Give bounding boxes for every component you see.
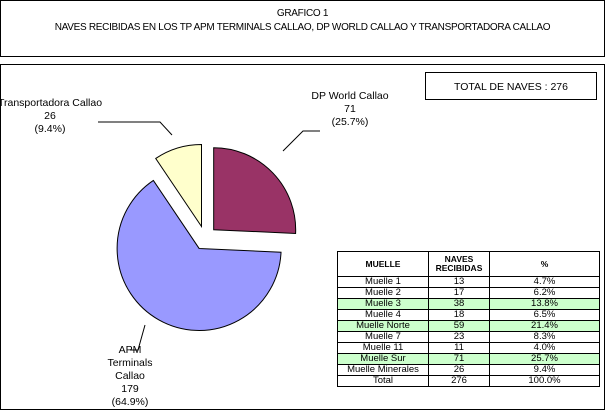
table-cell: 100.0% [489,375,600,387]
table-cell: Muelle 1 [337,276,429,288]
value-label: 179 [121,383,139,395]
table-row: Total 276 100.0% [337,375,600,387]
value-label: 26 [44,110,56,122]
table-cell: 25.7% [489,353,600,365]
table-cell: 38 [428,298,490,310]
table-row: Muelle Minerales 26 9.4% [337,364,600,376]
data-label: APM Terminals Callao 179 (64.9%) [95,344,165,409]
percent-label: (64.9%) [111,396,149,408]
table-cell: Muelle Minerales [337,364,429,376]
data-label: Transportadora Callao 26 (9.4%) [0,97,105,136]
leader-line [98,121,173,136]
table-row: Muelle 7 23 8.3% [337,331,600,343]
chart-title: GRAFICO 1 [276,8,329,19]
leader-line [282,130,320,152]
data-label: DP World Callao 71 (25.7%) [295,90,405,129]
table-row: Muelle Norte 59 21.4% [337,320,600,332]
table-cell: 13 [428,276,490,288]
table-cell: 6.5% [489,309,600,321]
pie-slice [213,147,297,234]
table-cell: 71 [428,353,490,365]
table-cell: 6.2% [489,287,600,299]
table-cell: Muelle 7 [337,331,429,343]
table-row: Muelle 3 38 13.8% [337,298,600,310]
table-cell: 13.8% [489,298,600,310]
table: MUELLE NAVES RECIBIDAS% Muelle 1 13 4.7% Muel… [337,251,600,387]
leader-line [130,324,146,351]
category-label: DP World Callao [311,90,389,102]
table-row: Muelle 1 13 4.7% [337,276,600,288]
table-cell: 17 [428,287,490,299]
table-cell: 23 [428,331,490,343]
table-cell: Muelle 11 [337,342,429,354]
pie-slice [116,179,282,331]
pie [116,144,297,331]
table-cell: 59 [428,320,490,332]
table-row: Muelle 4 18 6.5% [337,309,600,321]
table-cell: 8.3% [489,331,600,343]
table-cell: 18 [428,309,490,321]
table-row: Muelle Sur 71 25.7% [337,353,600,365]
table-row: Muelle 2 17 6.2% [337,287,600,299]
pie-slice [155,144,202,229]
table-cell: 276 [428,375,490,387]
table-cell: 11 [428,342,490,354]
table-row: Muelle 11 11 4.0% [337,342,600,354]
table-cell: Muelle 4 [337,309,429,321]
category-label: Transportadora Callao [0,97,103,109]
category-label: APM Terminals Callao [107,344,153,382]
header-row: MUELLE NAVES RECIBIDAS% [337,251,600,277]
percent-label: (9.4%) [34,123,66,135]
table-cell: 9.4% [489,364,600,376]
header-cell: MUELLE [337,251,429,277]
table-cell: Total [337,375,429,387]
header-cell: % [489,251,600,277]
value-label: 71 [344,103,356,115]
header-cell: NAVES RECIBIDAS [428,251,490,277]
chart-subtitle: NAVES RECIBIDAS EN LOS TP APM TERMINALS … [54,22,551,33]
table-cell: Muelle 3 [337,298,429,310]
table-cell: 21.4% [489,320,600,332]
annotation: TOTAL DE NAVES : 276 [425,72,597,100]
table-cell: Muelle Norte [337,320,429,332]
table-cell: Muelle 2 [337,287,429,299]
table-cell: 4.0% [489,342,600,354]
table-cell: Muelle Sur [337,353,429,365]
table-cell: 26 [428,364,490,376]
table-cell: 4.7% [489,276,600,288]
percent-label: (25.7%) [331,116,369,128]
